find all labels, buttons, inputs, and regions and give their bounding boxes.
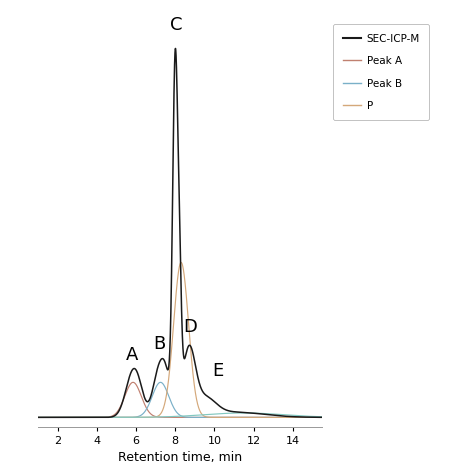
Text: B: B — [154, 335, 165, 353]
Text: D: D — [183, 318, 197, 336]
Legend: SEC-ICP-M, Peak A, Peak B, P: SEC-ICP-M, Peak A, Peak B, P — [333, 24, 429, 120]
Text: A: A — [126, 346, 138, 364]
X-axis label: Retention time, min: Retention time, min — [118, 451, 242, 464]
Text: E: E — [213, 363, 224, 381]
Text: C: C — [170, 16, 182, 34]
